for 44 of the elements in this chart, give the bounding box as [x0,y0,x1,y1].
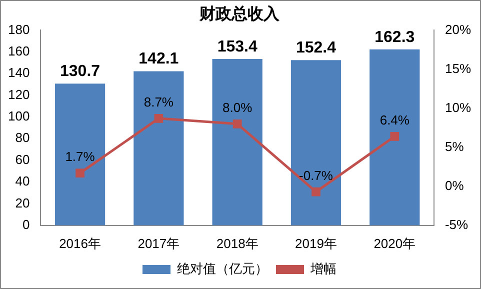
x-tick-label: 2019年 [295,236,337,251]
data-label: 130.7 [60,63,100,80]
bar [134,71,184,226]
bar [212,59,262,226]
data-label: 142.1 [138,50,179,68]
y-tick-label: 0 [22,216,30,232]
data-label: 8.7% [144,94,174,110]
data-label: 162.3 [374,28,415,46]
y2-tick-label: 20% [444,22,472,37]
bar [290,60,342,226]
y-tick-label: 100 [8,108,30,124]
x-tick-label: 2018年 [216,236,258,251]
y-tick-label: 40 [15,174,30,189]
y-tick-label: 80 [15,130,30,146]
x-tick-label: 2016年 [59,236,101,251]
data-label: -0.7% [299,168,334,183]
point [390,132,400,141]
y-tick-label: 140 [8,65,30,80]
y2-tick-label: 0% [444,178,464,193]
y-tick-label: 160 [8,43,30,58]
y-tick-label: 60 [15,152,30,167]
data-label: 6.4% [380,112,410,128]
y2-tick-label: 15% [444,60,472,76]
point [232,119,242,128]
y2-tick-label: -5% [444,216,469,232]
bar [370,49,420,226]
y2-tick-label: 5% [444,138,464,154]
data-label: 8.0% [222,100,253,115]
data-label: 1.7% [65,149,96,164]
y2-tick-label: 10% [444,100,472,115]
y-tick-label: 120 [8,86,30,102]
legend-label: 增幅 [310,261,336,276]
y-tick-label: 20 [15,195,30,210]
bar [54,84,106,226]
point [154,114,164,123]
legend-label: 绝对值（亿元） [177,261,268,276]
point [312,187,320,196]
data-label: 153.4 [217,38,258,56]
data-label: 152.4 [296,40,336,57]
x-tick-label: 2017年 [138,236,180,251]
chart-title: 财政总收入 [198,5,280,24]
x-tick-label: 2020年 [374,236,416,251]
point [76,168,84,178]
y-tick-label: 180 [8,22,30,37]
